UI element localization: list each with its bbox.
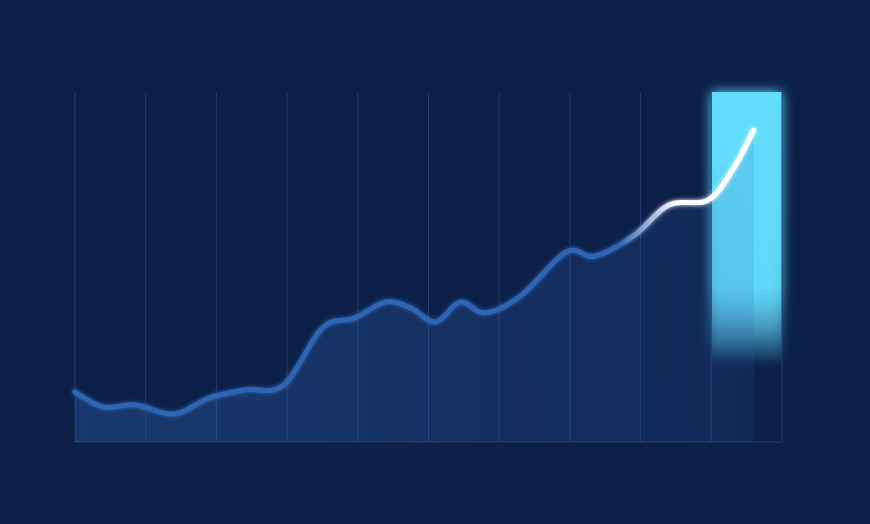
- line: [72, 127, 757, 417]
- area: [75, 130, 754, 442]
